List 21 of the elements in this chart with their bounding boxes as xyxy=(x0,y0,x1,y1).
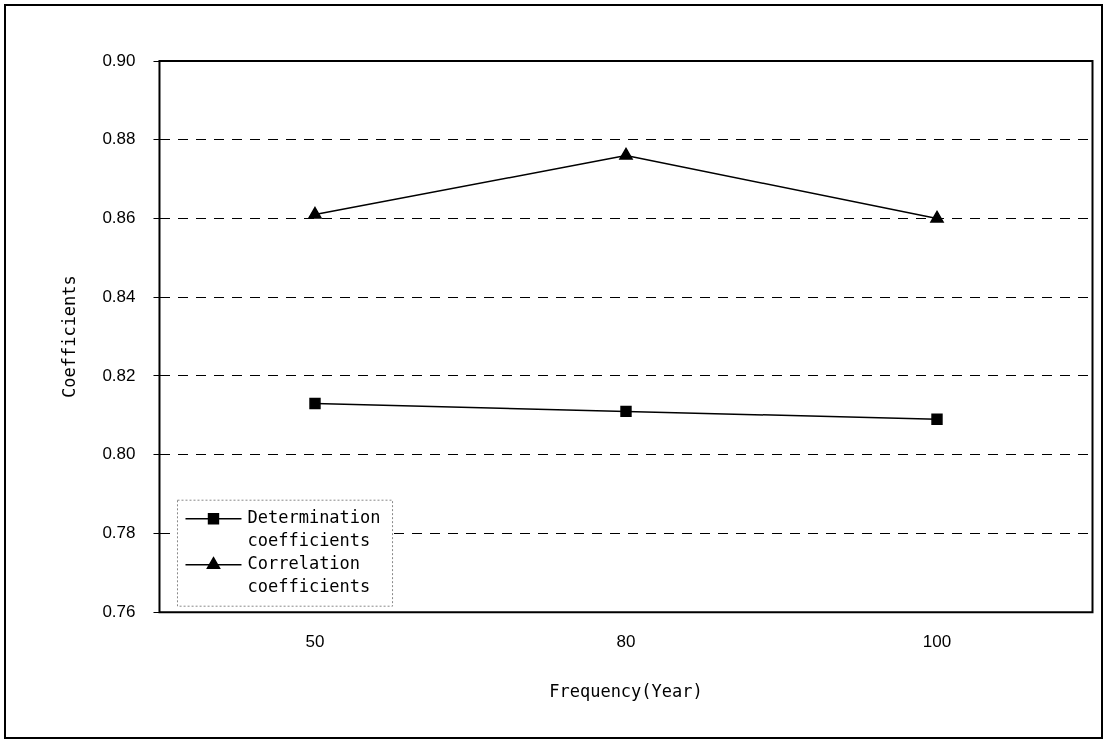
point xyxy=(930,210,944,223)
y-tick-label: 0.78 xyxy=(102,523,136,543)
legend-label: Correlation coefficients xyxy=(247,553,371,597)
point xyxy=(308,206,322,219)
y-tick-label: 0.88 xyxy=(102,129,136,149)
x-tick-label: 80 xyxy=(616,632,636,652)
y-tick-label: 0.80 xyxy=(102,444,136,464)
legend-label: Determination coefficients xyxy=(247,507,381,551)
point xyxy=(931,413,943,425)
y-tick-label: 0.84 xyxy=(102,286,136,306)
x-tick-label: 100 xyxy=(922,632,952,652)
y-tick-label: 0.90 xyxy=(102,50,136,70)
x-tick-label: 50 xyxy=(305,632,325,652)
y-axis-title: Coefficients xyxy=(58,275,79,399)
point xyxy=(620,405,632,418)
y-tick-label: 0.82 xyxy=(102,365,136,385)
y-tick-label: 0.86 xyxy=(102,208,136,228)
point xyxy=(309,397,321,410)
y-tick-label: 0.76 xyxy=(102,601,136,621)
point xyxy=(619,147,633,160)
x-axis-title: Frequency(Year) xyxy=(549,681,703,702)
